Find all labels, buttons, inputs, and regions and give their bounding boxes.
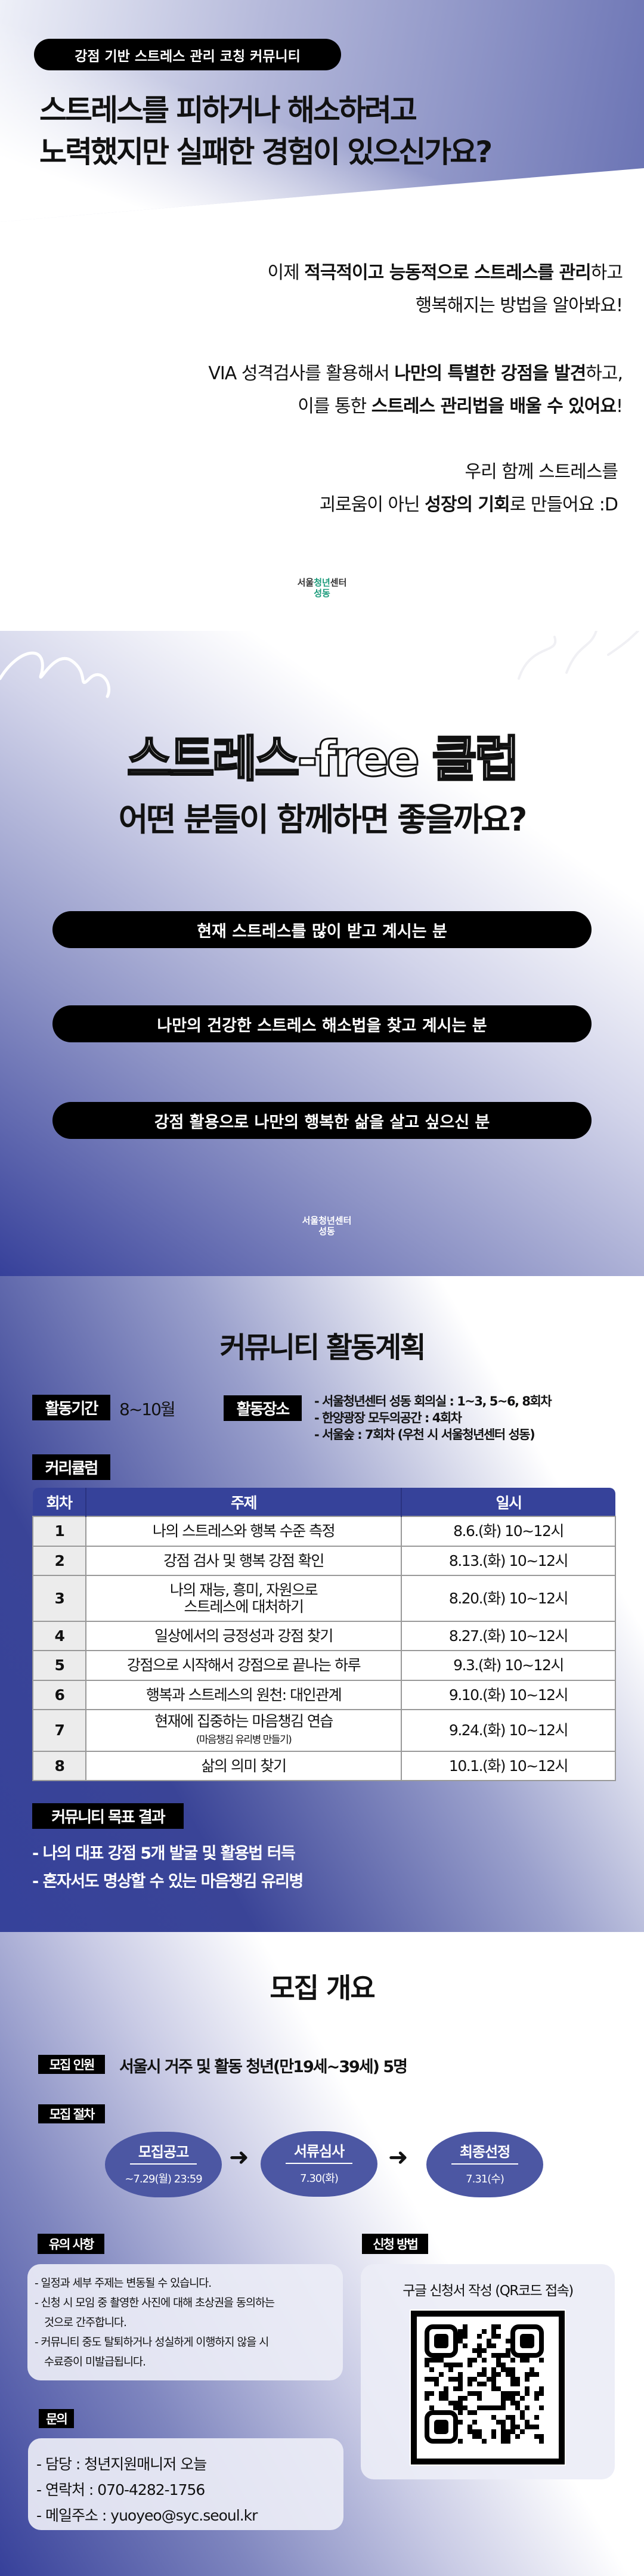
contact-label: 문의	[39, 2409, 74, 2428]
apply-box: 구글 신청서 작성 (QR코드 접속)	[361, 2264, 615, 2479]
row-topic: 행복과 스트레스의 원천: 대인관계	[85, 1680, 402, 1710]
row-number: 4	[32, 1621, 86, 1651]
apply-label: 신청 방법	[362, 2234, 428, 2254]
table-row: 7 현재에 집중하는 마음챙김 연습 (마음챙김 유리병 만들기) 9.24.(화) …	[32, 1709, 616, 1752]
row-number: 5	[32, 1650, 86, 1681]
notice-label: 유의 사항	[38, 2234, 104, 2254]
row-date: 9.24.(화) 10~12시	[401, 1709, 616, 1752]
table-row: 4 일상에서의 긍정성과 강점 찾기 8.27.(화) 10~12시	[32, 1621, 616, 1651]
row-topic: 강점으로 시작해서 강점으로 끝나는 하루	[85, 1650, 402, 1681]
process-label: 모집 절차	[38, 2104, 105, 2123]
row-number: 8	[32, 1751, 86, 1781]
place-label: 활동장소	[224, 1395, 302, 1421]
row-number: 2	[32, 1546, 86, 1576]
row-topic: 삶의 의미 찾기	[85, 1751, 402, 1781]
curriculum-label: 커리큘럼	[32, 1454, 110, 1480]
paragraph-2: VIA 성격검사를 활용해서 나만의 특별한 강점을 발견하고, 이를 통한 스…	[208, 363, 623, 417]
logo: 서울청년센터 성동	[302, 1215, 352, 1237]
period-label: 활동기간	[32, 1395, 110, 1420]
col-header: 일시	[401, 1488, 615, 1516]
step-final: 최종선정 7.31(수)	[426, 2132, 543, 2197]
headline-line-2: 노력했지만 실패한 경험이 있으신가요?	[39, 135, 493, 169]
row-topic: 현재에 집중하는 마음챙김 연습 (마음챙김 유리병 만들기)	[85, 1709, 402, 1752]
target-item: 현재 스트레스를 많이 받고 계시는 분	[52, 911, 592, 948]
apply-text: 구글 신청서 작성 (QR코드 접속)	[402, 2283, 574, 2299]
goal-list: - 나의 대표 강점 5개 발굴 및 활용법 터득 - 혼자서도 명상할 수 있…	[32, 1844, 304, 1891]
row-topic: 강점 검사 및 행복 강점 확인	[85, 1546, 402, 1576]
row-topic: 나의 스트레스와 행복 수준 측정	[85, 1516, 402, 1547]
arrow-right-icon: ➜	[229, 2144, 249, 2171]
target-item: 강점 활용으로 나만의 행복한 삶을 살고 싶으신 분	[52, 1102, 592, 1139]
target-section: 스트레스-free 클럽 어떤 분들이 함께하면 좋을까요? 현재 스트레스를 …	[0, 631, 644, 1276]
recruit-section: 모집 개요 모집 인원 서울시 거주 및 활동 청년(만19세~39세) 5명 …	[0, 1932, 644, 2576]
target-item: 나만의 건강한 스트레스 해소법을 찾고 계시는 분	[52, 1005, 592, 1042]
people-label: 모집 인원	[38, 2055, 105, 2074]
row-number: 1	[32, 1516, 86, 1547]
row-date: 9.10.(화) 10~12시	[401, 1680, 616, 1710]
row-date: 8.20.(화) 10~12시	[401, 1575, 616, 1622]
curriculum-table: 회차 주제 일시 1 나의 스트레스와 행복 수준 측정 8.6.(화) 10~12…	[32, 1488, 616, 1781]
row-number: 3	[32, 1575, 86, 1622]
row-number: 6	[32, 1680, 86, 1710]
arrow-right-icon: ➜	[388, 2144, 408, 2171]
plan-section: 커뮤니티 활동계획 활동기간 8~10월 활동장소 - 서울청년센터 성동 회의…	[0, 1276, 644, 1932]
col-header: 회차	[33, 1488, 86, 1516]
row-date: 8.27.(화) 10~12시	[401, 1621, 616, 1651]
table-row: 1 나의 스트레스와 행복 수준 측정 8.6.(화) 10~12시	[32, 1516, 616, 1547]
club-subtitle: 어떤 분들이 함께하면 좋을까요?	[118, 801, 528, 838]
swirl-decoration	[0, 651, 111, 698]
plan-title: 커뮤니티 활동계획	[219, 1331, 426, 1364]
table-row: 8 삶의 의미 찾기 10.1.(화) 10~12시	[32, 1751, 616, 1781]
logo: 서울청년센터 성동	[297, 577, 347, 599]
swirl-decoration	[518, 631, 639, 680]
step-recruit: 모집공고 ~7.29(월) 23:59	[105, 2132, 222, 2197]
table-row: 5 강점으로 시작해서 강점으로 끝나는 하루 9.3.(화) 10~12시	[32, 1650, 616, 1681]
recruit-title: 모집 개요	[270, 1972, 375, 2004]
col-header: 주제	[86, 1488, 402, 1516]
people-value: 서울시 거주 및 활동 청년(만19세~39세) 5명	[119, 2058, 408, 2076]
period-value: 8~10월	[119, 1400, 176, 1419]
qr-code[interactable]	[410, 2309, 566, 2466]
row-date: 8.13.(화) 10~12시	[401, 1546, 616, 1576]
paragraph-1: 이제 적극적이고 능동적으로 스트레스를 관리하고 행복해지는 방법을 알아봐요…	[267, 262, 624, 316]
table-row: 2 강점 검사 및 행복 강점 확인 8.13.(화) 10~12시	[32, 1546, 616, 1576]
badge: 강점 기반 스트레스 관리 코칭 커뮤니티	[34, 39, 341, 70]
paragraph-3: 우리 함께 스트레스를 괴로움이 아닌 성장의 기회로 만들어요 :D	[319, 462, 618, 515]
notice-box: - 일정과 세부 주제는 변동될 수 있습니다. - 신청 시 모임 중 촬영한…	[27, 2264, 343, 2380]
step-review: 서류심사 7.30(화)	[261, 2131, 377, 2197]
row-topic: 나의 재능, 흥미, 자원으로 스트레스에 대처하기	[85, 1575, 402, 1622]
row-topic: 일상에서의 긍정성과 강점 찾기	[85, 1621, 402, 1651]
headline-line-1: 스트레스를 피하거나 해소하려고	[39, 93, 417, 128]
table-row: 6 행복과 스트레스의 원천: 대인관계 9.10.(화) 10~12시	[32, 1680, 616, 1710]
row-date: 8.6.(화) 10~12시	[401, 1516, 616, 1547]
place-list: - 서울청년센터 성동 회의실 : 1~3, 5~6, 8회차 - 한양광장 모…	[314, 1394, 552, 1442]
table-row: 3 나의 재능, 흥미, 자원으로 스트레스에 대처하기 8.20.(화) 10~12…	[32, 1575, 616, 1622]
club-title: 스트레스-free 클럽	[126, 730, 521, 789]
row-date: 10.1.(화) 10~12시	[401, 1751, 616, 1781]
email-link[interactable]: - 메일주소 : yuoyeo@syc.seoul.kr	[36, 2507, 258, 2524]
intro-section: 강점 기반 스트레스 관리 코칭 커뮤니티 스트레스를 피하거나 해소하려고 노…	[0, 0, 644, 631]
row-date: 9.3.(화) 10~12시	[401, 1650, 616, 1681]
goal-label: 커뮤니티 목표 결과	[32, 1803, 184, 1829]
contact-box: - 담당 : 청년지원매니저 오늘 - 연락처 : 070-4282-1756 …	[28, 2438, 343, 2530]
row-number: 7	[32, 1709, 86, 1752]
